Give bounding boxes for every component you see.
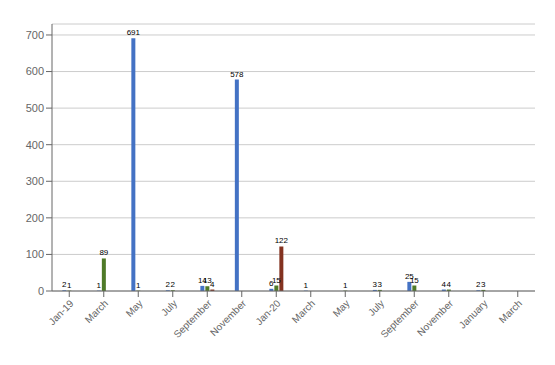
svg-text:3: 3 bbox=[378, 280, 383, 289]
svg-text:4: 4 bbox=[441, 279, 447, 289]
svg-text:2: 2 bbox=[165, 280, 171, 290]
svg-text:1: 1 bbox=[304, 281, 309, 290]
svg-text:2: 2 bbox=[62, 280, 67, 290]
svg-text:May: May bbox=[124, 298, 145, 319]
svg-text:May: May bbox=[331, 298, 352, 319]
svg-text:September: September bbox=[378, 297, 421, 340]
svg-text:November: November bbox=[415, 297, 456, 338]
svg-text:November: November bbox=[208, 297, 249, 338]
svg-text:500: 500 bbox=[26, 102, 44, 114]
svg-text:Jan-20: Jan-20 bbox=[253, 297, 283, 327]
svg-text:1: 1 bbox=[97, 281, 102, 290]
svg-text:300: 300 bbox=[26, 175, 44, 187]
svg-text:0: 0 bbox=[38, 285, 44, 297]
svg-text:15: 15 bbox=[272, 276, 281, 285]
svg-text:September: September bbox=[171, 297, 214, 340]
svg-text:13: 13 bbox=[202, 276, 212, 286]
svg-text:100: 100 bbox=[26, 248, 44, 260]
svg-text:600: 600 bbox=[26, 65, 44, 77]
svg-text:4: 4 bbox=[447, 280, 452, 289]
svg-text:2: 2 bbox=[171, 280, 176, 289]
svg-text:March: March bbox=[497, 298, 524, 325]
svg-text:July: July bbox=[366, 298, 386, 318]
svg-text:January: January bbox=[457, 298, 490, 331]
svg-text:1: 1 bbox=[67, 281, 72, 290]
svg-text:1: 1 bbox=[343, 281, 348, 290]
svg-text:578: 578 bbox=[230, 70, 244, 79]
svg-text:3: 3 bbox=[481, 280, 486, 289]
svg-text:2: 2 bbox=[476, 280, 481, 290]
svg-text:15: 15 bbox=[410, 276, 419, 285]
svg-text:700: 700 bbox=[26, 29, 44, 41]
svg-text:122: 122 bbox=[275, 236, 289, 245]
svg-text:Jan-19: Jan-19 bbox=[46, 297, 76, 327]
svg-text:691: 691 bbox=[127, 28, 141, 37]
svg-text:4: 4 bbox=[210, 280, 215, 289]
svg-text:March: March bbox=[83, 298, 110, 325]
svg-text:200: 200 bbox=[26, 212, 44, 224]
svg-text:July: July bbox=[159, 298, 179, 318]
svg-text:3: 3 bbox=[372, 279, 378, 289]
svg-text:89: 89 bbox=[99, 248, 108, 257]
svg-text:March: March bbox=[290, 298, 317, 325]
svg-text:400: 400 bbox=[26, 139, 44, 151]
svg-text:1: 1 bbox=[136, 281, 141, 290]
